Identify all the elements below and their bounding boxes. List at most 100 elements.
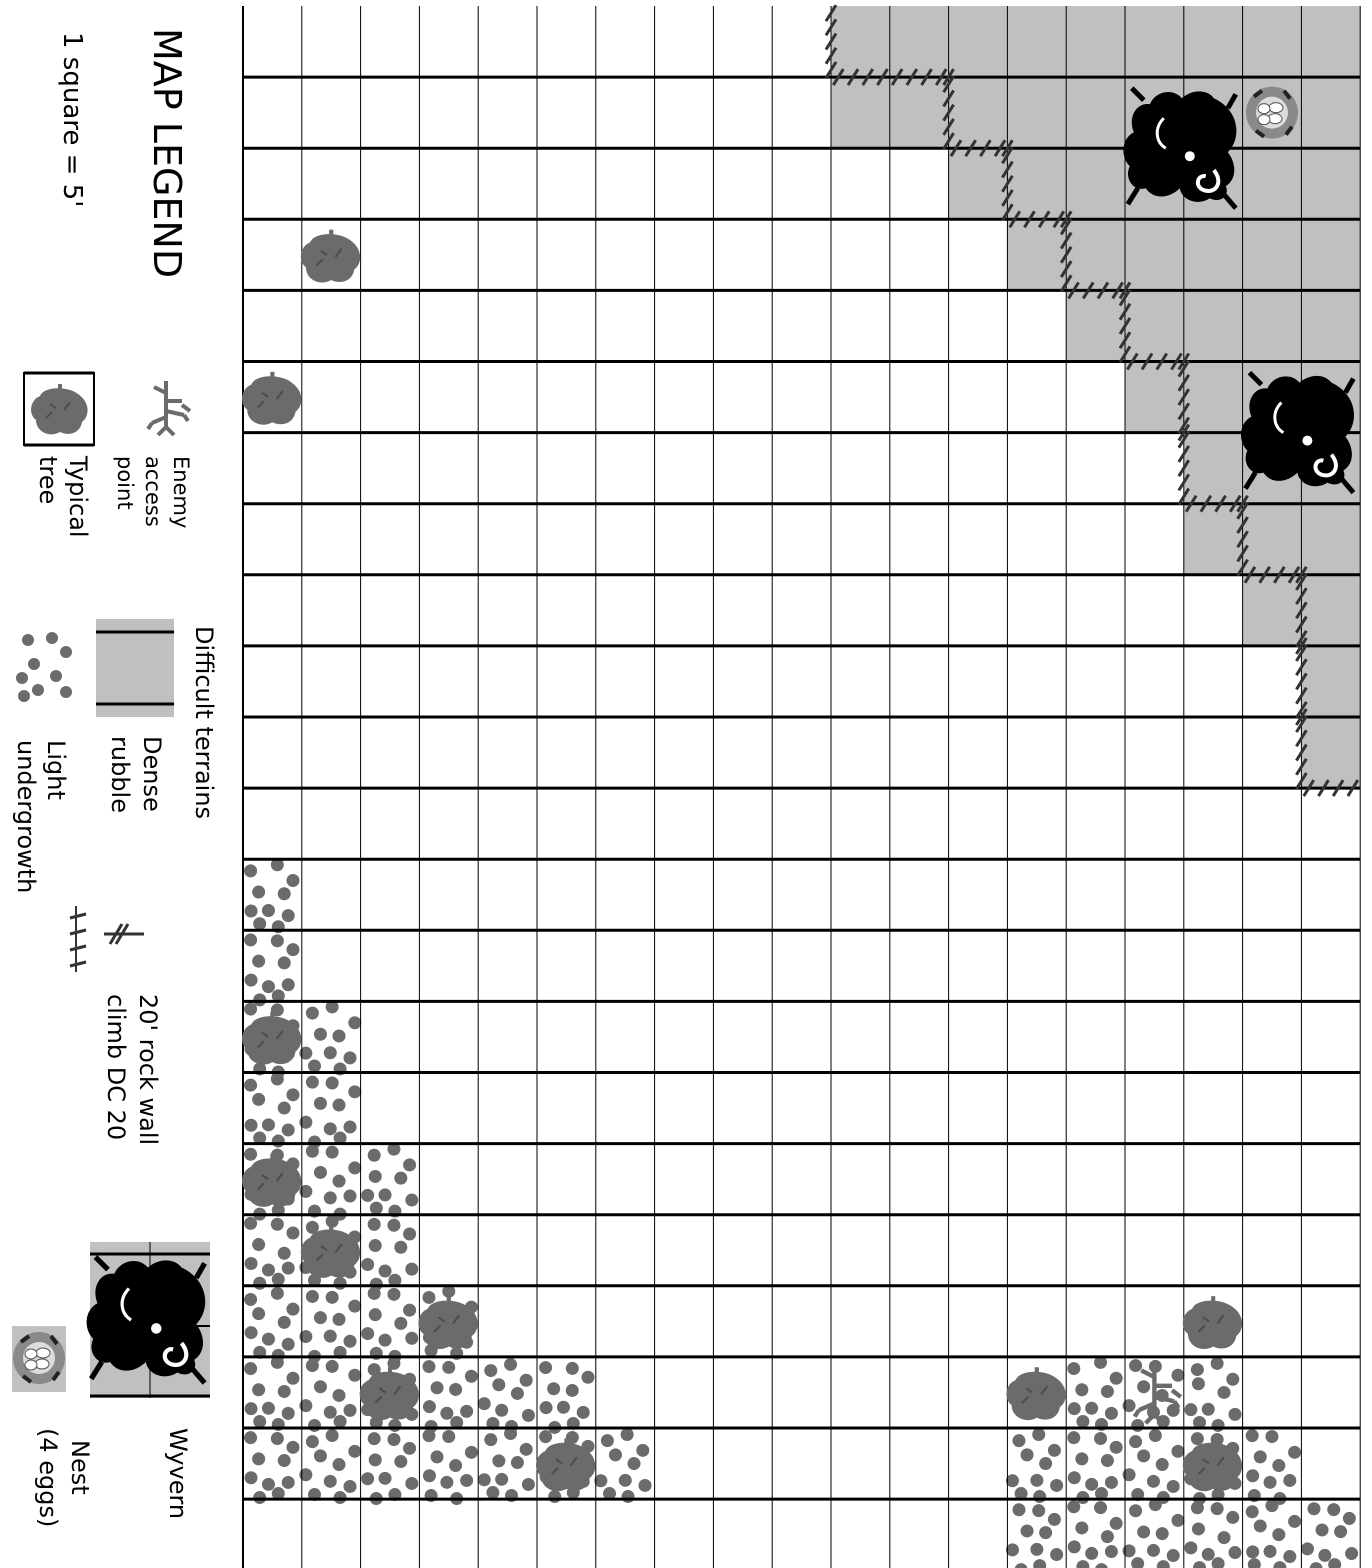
undergrowth-dot [1104,1475,1118,1489]
grid-lines [242,6,1361,1568]
legend-nest: Nest (4 eggs) [11,1326,94,1527]
undergrowth-dot [1075,1383,1089,1397]
undergrowth-dot [1155,1458,1169,1472]
undergrowth-dot [261,1477,275,1491]
rock-wall-hatch [1023,210,1036,229]
tree-icon [1005,1366,1067,1422]
undergrowth-dot [1315,1523,1329,1537]
undergrowth-dot [332,1098,346,1112]
rock-wall-hatch [993,139,1007,157]
undergrowth-dot [1166,1479,1180,1493]
rock-wall-hatch [1177,374,1191,392]
undergrowth-dot [323,1474,337,1488]
undergrowth-dot [1201,1547,1215,1561]
undergrowth-dot [1131,1557,1145,1568]
undergrowth-dot [343,1051,357,1065]
rock-wall-hatch [1001,189,1014,207]
undergrowth-dot [621,1490,635,1504]
undergrowth-dot [1095,1563,1108,1568]
undergrowth-dot [261,1401,275,1415]
undergrowth-dot [368,1453,382,1467]
undergrowth-dot [299,1468,313,1482]
undergrowth-dot [1246,1545,1260,1559]
rock-wall-hatch [1295,757,1308,776]
undergrowth-dot [253,1491,267,1505]
undergrowth-dot [430,1450,444,1464]
undergrowth-dot [253,1131,267,1145]
undergrowth-dot [422,1400,436,1414]
rock-wall-hatch [824,18,838,37]
undergrowth-dot [244,864,258,878]
undergrowth-dot [1273,1561,1287,1568]
undergrowth-dot [244,1147,258,1161]
undergrowth-dot [367,1432,381,1446]
undergrowth-dot [1263,1475,1277,1489]
rock-wall-hatch [942,103,955,122]
rock-wall-hatch [876,68,889,86]
tree-icon [30,383,89,436]
undergrowth-dot [1253,1450,1267,1464]
undergrowth-dot [405,1193,419,1207]
rock-wall-hatch [1177,416,1191,435]
undergrowth-dot [305,1006,319,1020]
undergrowth-dot [244,1216,258,1230]
rock-wall-hatch [1243,566,1257,584]
undergrowth-dot [286,1302,300,1316]
undergrowth-dot [388,1273,402,1287]
undergrowth-dot [348,1085,362,1099]
undergrowth-dot [305,1144,319,1158]
undergrowth-dot [1067,1431,1081,1445]
undergrowth-dot [1190,1501,1204,1515]
undergrowth-dot [519,1442,533,1456]
undergrowth-dot [1334,1525,1348,1539]
rubble-cell [831,6,1361,78]
undergrowth-dot [348,1444,362,1458]
rock-wall-hatch [1118,302,1132,321]
undergrowth-dot [1109,1440,1123,1454]
rubble-cell [1301,645,1361,717]
undergrowth-dot [440,1406,454,1420]
undergrowth-dot [620,1428,634,1442]
undergrowth-dot [323,1046,337,1060]
rock-wall-hatch [1177,445,1191,463]
undergrowth-dot [495,1403,509,1417]
undergrowth-dot [325,1429,339,1443]
undergrowth-dot [1067,1362,1081,1376]
undergrowth-dot [403,1227,417,1241]
rock-wall-hatch [942,118,955,136]
rock-wall-hatch [1170,352,1183,371]
undergrowth-dot [361,1472,375,1486]
rock-wall-hatch [1236,502,1249,520]
undergrowth-dot [271,1134,285,1148]
undergrowth-dot [1265,1499,1279,1513]
undergrowth-dot [253,1414,267,1428]
undergrowth-dot [1191,1377,1205,1391]
undergrowth-dot [281,1123,295,1137]
rock-wall-hatch [1177,430,1191,449]
undergrowth-dot [1109,1516,1123,1530]
undergrowth-dot [313,1449,327,1463]
undergrowth-dot [1094,1501,1108,1515]
undergrowth-dot [1085,1477,1099,1491]
undergrowth-dot [521,1408,535,1422]
undergrowth-dot [1146,1474,1160,1488]
undergrowth-dot [539,1401,553,1415]
undergrowth-dot [305,1075,319,1089]
legend-typical-tree: Typical tree [23,371,95,538]
rock-wall-hatch [1236,494,1249,513]
undergrowth-dot [1129,1504,1143,1518]
rock-wall-hatch [1126,352,1139,371]
rock-wall-hatch [1111,281,1124,300]
undergrowth-dot [1094,1487,1108,1501]
undergrowth-dot [361,1257,375,1271]
undergrowth-dot [1005,1474,1019,1488]
undergrowth-dot [244,973,258,987]
undergrowth-dot [348,1161,362,1175]
rock-wall-hatch [1258,566,1271,584]
undergrowth-dot [253,917,267,931]
undergrowth-dot [1020,1448,1034,1462]
rock-wall-hatch [1067,281,1080,300]
undergrowth-dot [281,1406,295,1420]
undergrowth-dot [361,1188,375,1202]
rock-wall-hatch [1317,779,1330,797]
